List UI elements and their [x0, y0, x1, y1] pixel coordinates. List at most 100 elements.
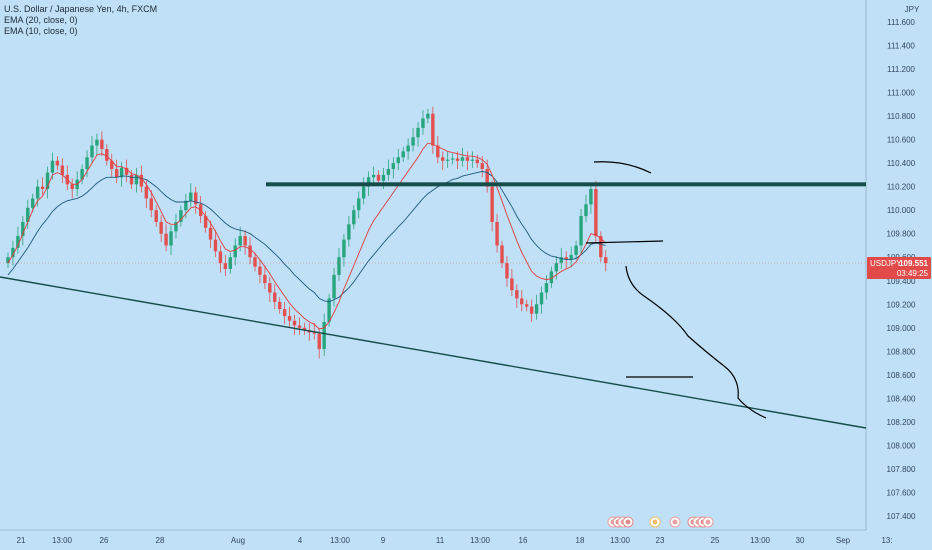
y-tick-label: 108.600 — [887, 371, 916, 380]
candle-body — [21, 221, 25, 237]
candle-body — [159, 221, 163, 234]
candle-body — [164, 233, 168, 246]
x-tick-label: 18 — [576, 536, 585, 545]
x-tick-label: 9 — [381, 536, 386, 545]
candle-body — [525, 304, 529, 307]
drawing-curve-top — [593, 161, 652, 174]
candle-body — [154, 210, 158, 222]
candle-body — [203, 216, 208, 228]
y-tick-label: 107.800 — [887, 465, 916, 474]
candle-body — [273, 292, 277, 302]
candle-body — [134, 174, 139, 185]
candle-body — [50, 160, 55, 173]
event-marker-dot — [705, 519, 711, 525]
candle-body — [475, 159, 479, 164]
candle-body — [465, 157, 470, 161]
x-tick-label: 30 — [796, 536, 805, 545]
candle-body — [520, 298, 524, 305]
y-tick-label: 107.400 — [887, 512, 916, 521]
y-tick-label: 108.400 — [887, 394, 916, 403]
ema-10-line — [7, 142, 607, 330]
y-tick-label: 108.200 — [887, 418, 916, 427]
candle-body — [124, 167, 129, 175]
candle-body — [366, 177, 371, 187]
candle-body — [421, 118, 425, 128]
y-tick-label: 109.400 — [887, 277, 916, 286]
candle-body — [169, 231, 173, 246]
candle-body — [149, 198, 153, 211]
candle-body — [233, 245, 237, 258]
x-tick-label: 26 — [100, 536, 109, 545]
candle-body — [70, 184, 74, 190]
candle-body — [401, 151, 405, 158]
y-tick-label: 110.800 — [887, 112, 916, 121]
event-marker-dot — [652, 519, 658, 525]
candle-body — [105, 149, 109, 161]
candle-body — [35, 186, 40, 199]
candle-body — [297, 325, 302, 328]
candle-body — [31, 198, 35, 208]
y-tick-label: 108.800 — [887, 347, 916, 356]
y-tick-label: 111.000 — [887, 89, 915, 98]
last-price-badge — [867, 257, 931, 280]
candle-body — [194, 192, 198, 205]
candle-body — [282, 308, 287, 317]
candle-body — [263, 274, 267, 284]
candle-body — [11, 247, 15, 258]
indicator-ema-10: EMA (10, close, 0) — [4, 26, 78, 36]
candle-body — [179, 210, 183, 222]
candle-body — [594, 189, 598, 237]
candle-body — [584, 204, 588, 217]
candle-body — [347, 224, 351, 240]
x-tick-label: 4 — [298, 536, 303, 545]
x-tick-label: 13:00 — [330, 536, 351, 545]
x-tick-label: 25 — [711, 536, 720, 545]
y-tick-label: 107.600 — [887, 488, 916, 497]
y-tick-label: 110.000 — [887, 206, 916, 215]
candle-body — [6, 257, 10, 264]
x-tick-label: 13:00 — [750, 536, 771, 545]
candle-body — [174, 221, 178, 232]
candle-body — [416, 127, 420, 138]
x-tick-label: 21 — [17, 536, 26, 545]
candle-body — [559, 257, 563, 264]
candle-body — [317, 333, 321, 349]
candle-body — [510, 278, 514, 291]
candle-body — [604, 257, 608, 264]
candle-body — [431, 113, 435, 146]
y-tick-label: 110.600 — [887, 136, 916, 145]
candle-body — [450, 158, 455, 160]
symbol-title: U.S. Dollar / Japanese Yen, 4h, FXCM — [4, 4, 158, 14]
candle-body — [302, 327, 307, 331]
candle-body — [544, 283, 549, 293]
candle-body — [564, 257, 568, 260]
trendline — [0, 276, 867, 429]
candle-body — [40, 186, 45, 190]
last-price-countdown: 03:49:25 — [897, 269, 929, 278]
candle-body — [460, 157, 465, 161]
candle-body — [100, 139, 104, 150]
candle-body — [248, 245, 252, 258]
candle-body — [529, 306, 534, 314]
candle-body — [268, 283, 272, 293]
candle-body — [114, 169, 119, 178]
candle-body — [574, 245, 578, 255]
candle-body — [515, 290, 519, 299]
candle-body — [470, 159, 475, 161]
candle-body — [85, 157, 89, 170]
candle-body — [110, 160, 114, 170]
y-tick-label: 108.000 — [887, 441, 916, 450]
candle-body — [480, 163, 484, 170]
candles-group — [6, 106, 608, 359]
candle-body — [223, 263, 228, 269]
ema-20-line — [7, 170, 606, 303]
x-tick-label: 28 — [156, 536, 165, 545]
candle-body — [16, 236, 20, 248]
candle-body — [539, 292, 544, 305]
candle-body — [119, 167, 124, 178]
candle-body — [55, 160, 60, 166]
y-tick-label: 111.400 — [887, 42, 915, 51]
chart-legend: U.S. Dollar / Japanese Yen, 4h, FXCM EMA… — [4, 4, 157, 37]
